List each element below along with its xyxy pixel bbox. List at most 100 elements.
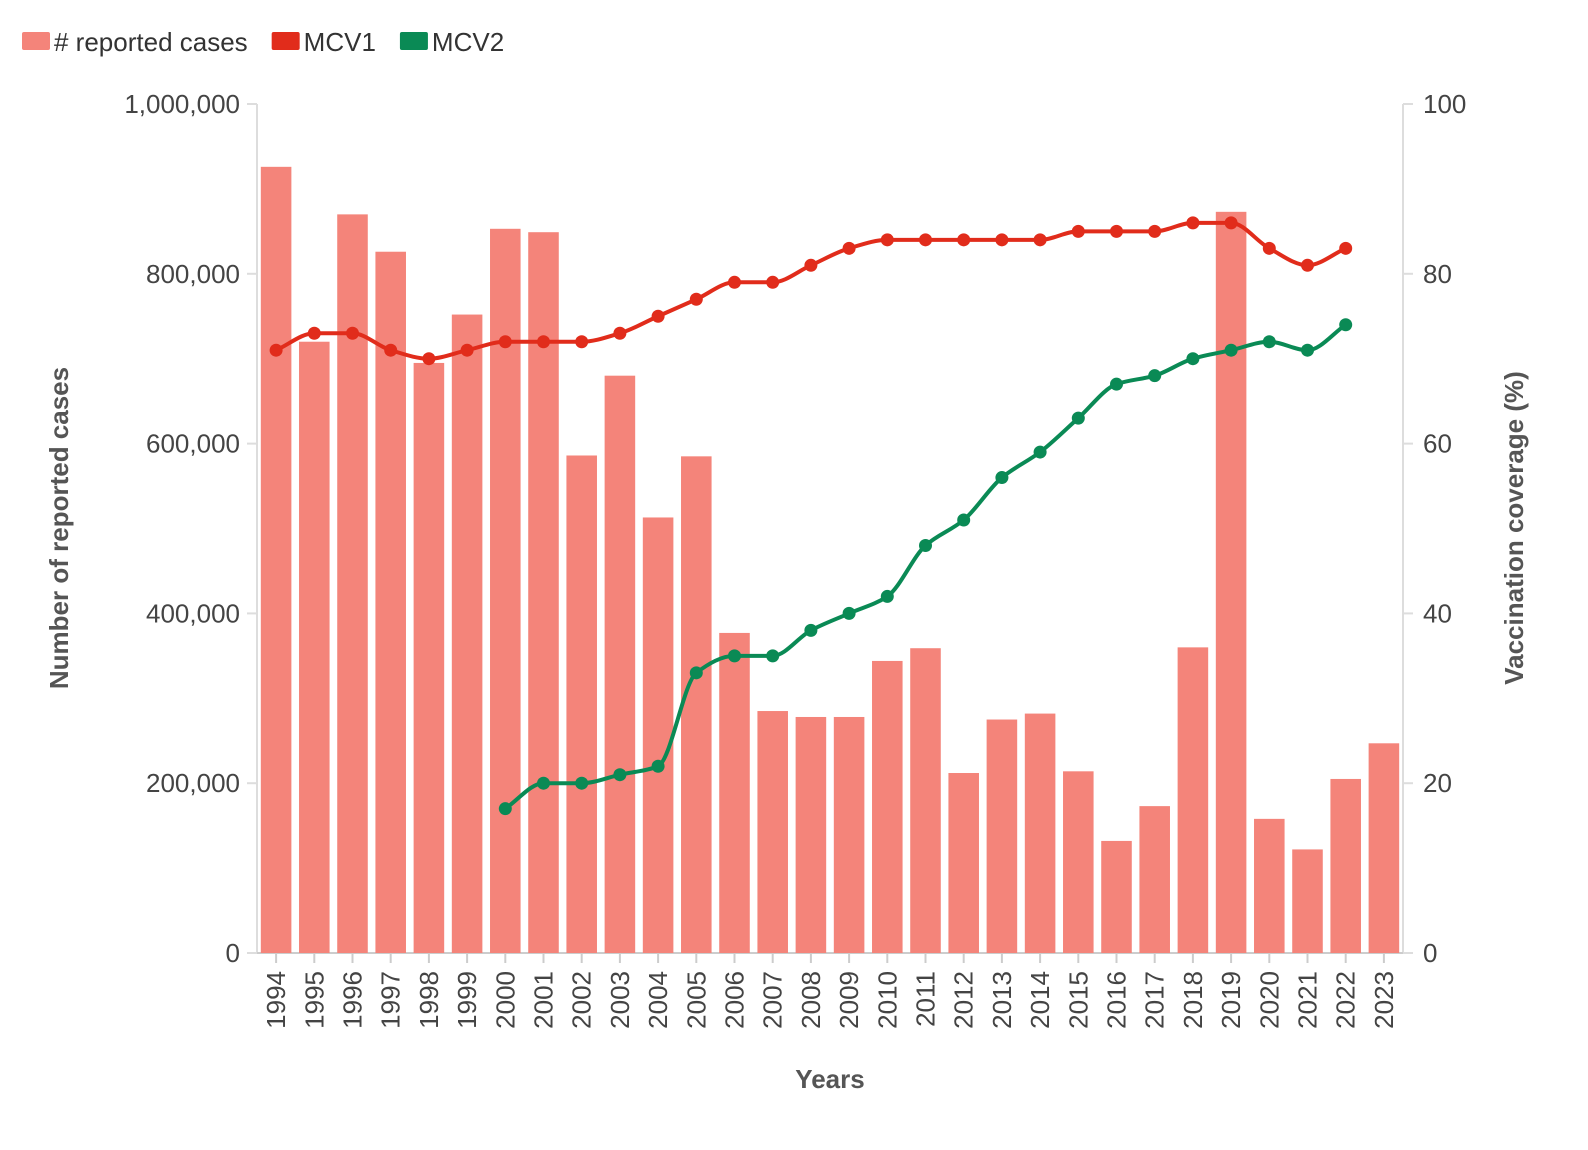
mcv1-point — [995, 233, 1009, 247]
bar — [1024, 713, 1056, 953]
bar — [1254, 818, 1285, 953]
bar — [757, 711, 788, 953]
x-tick-label: 2005 — [681, 971, 711, 1029]
x-tick-label: 2023 — [1369, 971, 1399, 1029]
y-axis-title: Number of reported cases — [44, 367, 74, 689]
mcv1-point — [575, 335, 589, 349]
y2-tick-label: 100 — [1423, 89, 1466, 119]
x-tick-label: 1997 — [376, 971, 406, 1029]
bar — [1292, 849, 1323, 953]
x-tick-label: 2004 — [643, 971, 673, 1029]
y-tick-label: 600,000 — [146, 429, 240, 459]
mcv1-point — [346, 326, 359, 340]
mcv2-point — [919, 538, 932, 552]
mcv1-point — [689, 292, 703, 306]
mcv2-point — [689, 666, 703, 680]
mcv2-point — [1186, 352, 1200, 366]
mcv1-point — [1148, 224, 1162, 238]
y-tick-label: 400,000 — [146, 598, 240, 628]
mcv2-point — [957, 513, 971, 527]
bar — [833, 716, 865, 953]
mcv1-point — [460, 343, 474, 357]
mcv1-point — [1301, 258, 1314, 272]
mcv2-point — [1301, 343, 1314, 357]
y2-tick-label: 20 — [1423, 768, 1452, 798]
legend-label-1: MCV1 — [304, 27, 376, 57]
bar — [1139, 806, 1170, 953]
y2-tick-label: 40 — [1423, 598, 1452, 628]
mcv1-point — [880, 233, 894, 247]
mcv2-point — [995, 471, 1009, 485]
mcv1-point — [1033, 233, 1047, 247]
x-tick-label: 2021 — [1293, 971, 1323, 1029]
mcv1-line — [274, 220, 1348, 361]
bar — [299, 341, 330, 954]
mcv2-point — [613, 768, 627, 782]
mcv1-point — [384, 343, 398, 357]
mcv1-point — [1224, 216, 1238, 230]
mcv1-point — [613, 326, 627, 340]
x-tick-label: 2019 — [1216, 971, 1246, 1029]
legend-swatch-1 — [271, 32, 300, 50]
mcv1-point — [307, 326, 321, 340]
mcv2-point — [1110, 377, 1123, 391]
bar — [642, 517, 674, 953]
mcv2-point — [880, 589, 894, 603]
x-tick-label: 2018 — [1178, 971, 1208, 1029]
x-tick-label: 2017 — [1140, 971, 1170, 1029]
bar — [337, 214, 368, 953]
bar — [910, 648, 941, 953]
y-tick-label: 1,000,000 — [124, 89, 240, 119]
bar — [948, 773, 979, 953]
x-tick-label: 2006 — [720, 971, 750, 1029]
bar — [719, 632, 750, 953]
mcv1-point — [1339, 241, 1353, 255]
mcv2-point — [651, 759, 665, 773]
mcv1-point — [1186, 216, 1200, 230]
x-tick-label: 2001 — [529, 971, 559, 1029]
x-tick-label: 2020 — [1254, 971, 1284, 1029]
x-tick-label: 2010 — [872, 971, 902, 1029]
bar — [1368, 743, 1400, 953]
x-tick-label: 1994 — [261, 971, 291, 1029]
mcv2-point — [1071, 411, 1085, 425]
legend-swatch-0 — [22, 32, 50, 50]
x-tick-label: 1995 — [299, 971, 329, 1029]
bar — [451, 314, 483, 953]
x-tick-label: 2000 — [490, 971, 520, 1029]
bar — [795, 716, 827, 953]
mcv2-point — [575, 776, 589, 790]
x-tick-label: 2015 — [1063, 971, 1093, 1029]
mcv2-point — [728, 649, 741, 663]
x-tick-label: 2022 — [1331, 971, 1361, 1029]
y-tick-label: 800,000 — [146, 259, 240, 289]
mcv2-point — [1339, 318, 1353, 332]
mcv1-point — [651, 309, 665, 323]
x-tick-label: 2007 — [758, 971, 788, 1029]
x-tick-label: 1999 — [452, 971, 482, 1029]
bar — [1177, 647, 1209, 953]
mcv1-point — [766, 275, 780, 289]
bar — [375, 251, 406, 953]
legend-swatch-2 — [399, 32, 428, 50]
bar — [1330, 778, 1361, 953]
x-tick-label: 2013 — [987, 971, 1017, 1029]
x-tick-label: 1998 — [414, 971, 444, 1029]
mcv2-point — [766, 649, 780, 663]
bar-series — [260, 166, 1400, 954]
x-tick-label: 1996 — [338, 971, 368, 1029]
mcv1-point — [842, 241, 856, 255]
mcv2-point — [1262, 335, 1276, 349]
bar — [872, 660, 903, 953]
x-axis-title: Years — [795, 1064, 864, 1094]
bar — [528, 232, 559, 954]
bar — [260, 166, 292, 954]
bar — [413, 362, 445, 953]
mcv2-point — [537, 776, 550, 790]
bar — [986, 719, 1018, 953]
x-tick-label: 2009 — [834, 971, 864, 1029]
bar — [604, 375, 636, 953]
mcv1-point — [919, 233, 932, 247]
mcv2-point — [842, 606, 856, 620]
line-series — [269, 216, 1353, 816]
